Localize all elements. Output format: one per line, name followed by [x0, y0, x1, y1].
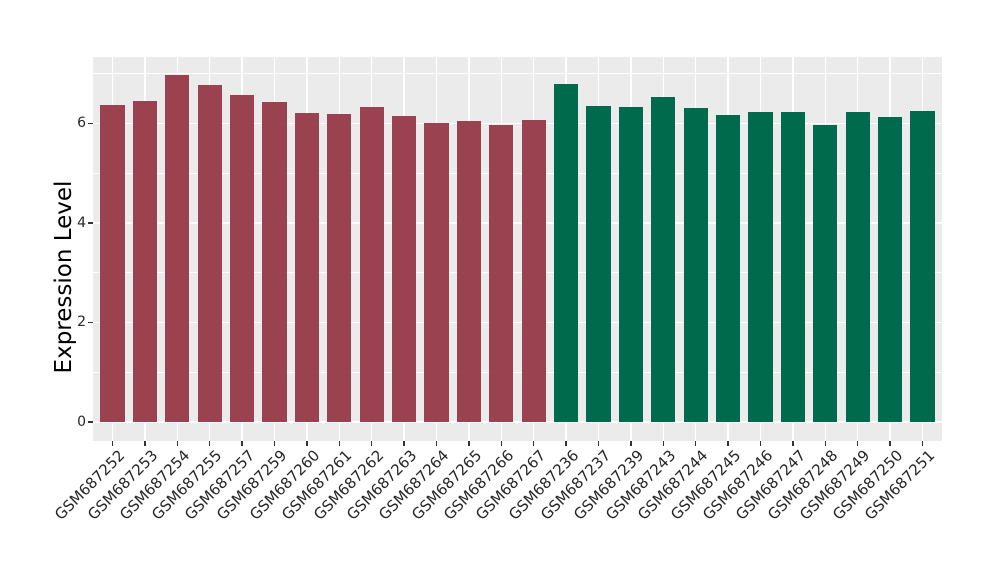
y-tick-mark: [88, 222, 93, 224]
bar-GSM687239: [618, 106, 644, 422]
x-tick-mark: [792, 441, 794, 446]
bar-GSM687236: [553, 84, 579, 422]
y-tick-mark: [88, 321, 93, 324]
x-tick-mark: [273, 441, 276, 446]
minor-gridline: [93, 73, 942, 74]
x-tick-mark: [306, 441, 308, 446]
y-tick-label: 0: [77, 414, 86, 430]
x-tick-mark: [630, 441, 632, 446]
x-tick-mark: [144, 441, 146, 446]
x-tick-mark: [727, 441, 729, 446]
bar-GSM687263: [391, 115, 417, 422]
x-tick-mark: [921, 441, 924, 446]
x-tick-mark: [824, 441, 827, 446]
y-tick-label: 4: [77, 214, 86, 231]
bar-GSM687248: [813, 125, 838, 422]
x-tick-mark: [532, 441, 535, 446]
bar-GSM687253: [132, 100, 157, 422]
bar-GSM687260: [294, 112, 319, 422]
y-tick-mark: [88, 122, 93, 125]
bar-GSM687245: [715, 115, 741, 422]
x-tick-mark: [208, 441, 211, 446]
bar-GSM687257: [229, 94, 255, 422]
minor-gridline: [93, 371, 942, 373]
minor-gridline: [93, 172, 942, 174]
x-tick-mark: [597, 441, 600, 446]
bar-GSM687262: [359, 106, 384, 422]
x-tick-mark: [403, 441, 405, 446]
bar-GSM687243: [651, 96, 676, 422]
x-tick-mark: [759, 441, 762, 446]
bar-GSM687264: [424, 122, 449, 422]
bar-GSM687247: [780, 111, 806, 422]
bar-GSM687255: [197, 85, 222, 422]
bar-GSM687266: [489, 125, 514, 422]
bar-GSM687252: [100, 105, 125, 422]
x-tick-mark: [176, 441, 178, 446]
y-tick-label: 6: [77, 115, 86, 132]
bar-GSM687244: [683, 108, 708, 422]
x-tick-mark: [435, 441, 438, 446]
plot-panel: [93, 57, 942, 441]
bar-GSM687250: [878, 117, 903, 422]
y-tick-label: 2: [77, 314, 86, 331]
bar-GSM687261: [327, 114, 352, 422]
bar-GSM687254: [165, 74, 190, 422]
minor-gridline: [93, 272, 942, 274]
bar-GSM687246: [748, 111, 773, 422]
x-tick-mark: [889, 441, 891, 446]
x-tick-mark: [241, 441, 243, 446]
bar-GSM687237: [586, 105, 611, 422]
x-tick-mark: [111, 441, 114, 446]
bar-GSM687265: [456, 121, 482, 422]
bar-GSM687267: [521, 120, 546, 422]
x-tick-mark: [468, 441, 470, 446]
x-tick-mark: [338, 441, 341, 446]
x-tick-mark: [662, 441, 665, 446]
bar-GSM687259: [262, 101, 287, 422]
bar-GSM687251: [910, 110, 935, 422]
x-tick-mark: [856, 441, 859, 446]
major-gridline: [93, 222, 942, 224]
major-gridline: [93, 421, 942, 423]
y-tick-mark: [88, 421, 93, 423]
bar-GSM687249: [845, 111, 870, 422]
x-tick-mark: [565, 441, 567, 446]
major-gridline: [93, 321, 942, 324]
x-tick-mark: [370, 441, 373, 446]
y-axis-title-text: Expression Level: [51, 180, 77, 374]
x-tick-mark: [500, 441, 503, 446]
major-gridline: [93, 122, 942, 124]
x-tick-mark: [694, 441, 697, 446]
